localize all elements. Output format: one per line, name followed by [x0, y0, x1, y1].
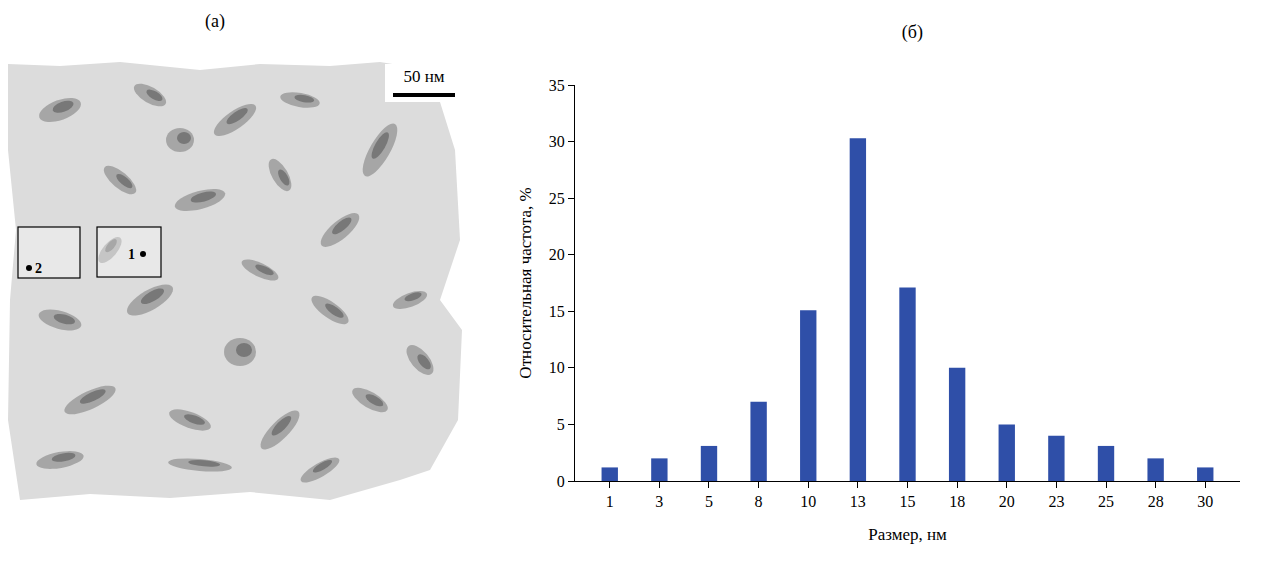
svg-text:35: 35 [549, 77, 565, 94]
svg-text:Относительная частота, %: Относительная частота, % [516, 187, 535, 378]
svg-text:10: 10 [800, 493, 816, 510]
svg-text:8: 8 [755, 493, 763, 510]
svg-text:25: 25 [1098, 493, 1114, 510]
svg-text:20: 20 [549, 246, 565, 263]
svg-text:(а): (а) [205, 11, 225, 32]
svg-text:30: 30 [549, 133, 565, 150]
svg-text:1: 1 [606, 493, 614, 510]
svg-text:1: 1 [128, 247, 135, 262]
svg-text:23: 23 [1048, 493, 1064, 510]
svg-text:2: 2 [35, 261, 42, 276]
svg-text:Размер, нм: Размер, нм [868, 525, 947, 544]
svg-text:5: 5 [557, 416, 565, 433]
svg-text:15: 15 [900, 493, 916, 510]
svg-text:25: 25 [549, 190, 565, 207]
svg-text:(б): (б) [902, 22, 923, 43]
svg-text:50 нм: 50 нм [403, 67, 444, 86]
svg-text:10: 10 [549, 359, 565, 376]
svg-text:5: 5 [705, 493, 713, 510]
svg-text:15: 15 [549, 303, 565, 320]
svg-text:30: 30 [1197, 493, 1213, 510]
svg-text:18: 18 [949, 493, 965, 510]
svg-text:13: 13 [850, 493, 866, 510]
svg-text:20: 20 [999, 493, 1015, 510]
svg-text:3: 3 [655, 493, 663, 510]
svg-text:0: 0 [557, 473, 565, 490]
svg-text:28: 28 [1148, 493, 1164, 510]
